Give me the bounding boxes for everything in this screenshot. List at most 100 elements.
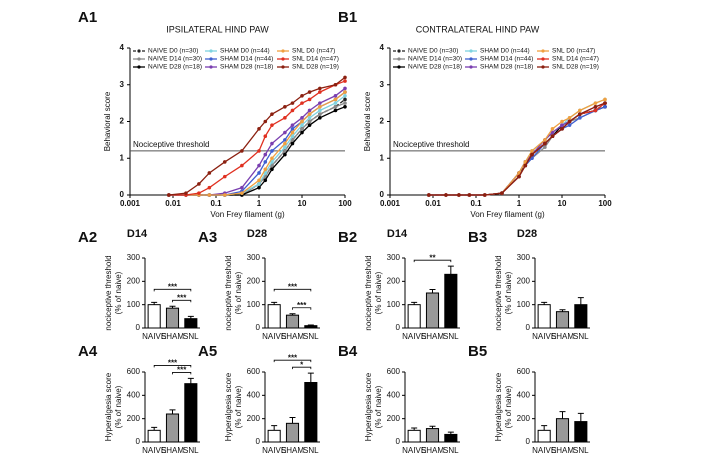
bar	[555, 311, 570, 329]
y-tick-label: 100	[517, 300, 531, 309]
point	[500, 191, 504, 195]
point	[222, 160, 227, 164]
x-tick-label: SNL	[443, 446, 459, 455]
x-tick-label: NAIVE	[262, 446, 286, 455]
point	[290, 123, 295, 127]
error-bar	[541, 301, 548, 305]
y-axis-label: Hyperalgesia score	[104, 372, 113, 441]
x-tick-label: SHAM	[281, 446, 304, 455]
legend-marker	[469, 49, 473, 53]
point	[290, 127, 295, 131]
legend-label: NAIVE D0 (n=30)	[148, 48, 198, 55]
y-tick-label: 0	[396, 437, 401, 446]
bar	[574, 304, 588, 329]
legend-marker	[137, 65, 141, 69]
x-axis-label: Von Frey filament (g)	[470, 210, 545, 219]
y-axis-label: (% of naive)	[504, 271, 513, 314]
point	[427, 193, 431, 197]
point	[307, 90, 312, 94]
bar	[147, 429, 161, 443]
point	[300, 101, 304, 105]
panel-label: B3	[468, 229, 487, 246]
point	[603, 105, 607, 109]
significance-bracket	[273, 288, 312, 292]
point	[523, 160, 528, 164]
error-bar	[151, 426, 158, 431]
point	[593, 105, 598, 109]
x-tick-label: SNL	[303, 446, 319, 455]
point	[257, 171, 261, 175]
y-tick-label: 600	[247, 367, 261, 376]
significance-bracket	[273, 359, 312, 363]
x-tick-label: 0.01	[425, 199, 441, 208]
point	[517, 174, 521, 179]
y-axis-label: Hyperalgesia score	[364, 372, 373, 441]
bar	[285, 314, 300, 329]
point	[290, 134, 295, 138]
point	[343, 101, 347, 105]
y-tick-label: 200	[127, 276, 141, 285]
y-axis-label: (% of naive)	[234, 271, 243, 314]
point	[257, 149, 261, 153]
x-tick-label: 100	[338, 199, 352, 208]
legend-label: SHAM D28 (n=18)	[480, 64, 533, 71]
legend-marker	[209, 49, 213, 53]
point	[343, 79, 347, 83]
point	[343, 97, 347, 102]
y-axis-label: nociceptive threshold	[224, 255, 233, 330]
point	[343, 90, 347, 94]
error-bar	[577, 412, 584, 422]
significance-bracket	[413, 259, 452, 263]
point	[530, 156, 534, 161]
point	[578, 116, 582, 120]
point	[270, 149, 274, 153]
point	[333, 93, 338, 98]
bar	[444, 273, 458, 329]
legend-label: SNL D28 (n=19)	[552, 64, 599, 71]
x-tick-label: NAIVE	[142, 332, 166, 341]
point	[567, 123, 572, 127]
legend-label: NAIVE D28 (n=18)	[408, 64, 462, 71]
x-tick-label: SNL	[303, 332, 319, 341]
legend-label: NAIVE D0 (n=30)	[408, 48, 458, 55]
bar	[444, 433, 458, 443]
panel-label: A1	[78, 9, 97, 26]
significance-bracket	[292, 366, 312, 370]
point	[197, 191, 201, 195]
legend-marker	[209, 65, 213, 69]
legend-marker	[137, 57, 141, 61]
point	[222, 193, 227, 197]
bar	[147, 304, 161, 329]
legend-marker	[469, 65, 473, 69]
y-tick-label: 400	[517, 390, 531, 399]
bar	[184, 383, 198, 443]
x-tick-label: NAIVE	[532, 446, 556, 455]
y-tick-label: 600	[517, 367, 531, 376]
y-tick-label: 3	[380, 80, 385, 89]
error-bar	[559, 411, 566, 419]
y-tick-label: 300	[517, 253, 531, 262]
point	[240, 149, 244, 153]
x-tick-label: SNL	[183, 446, 199, 455]
panel-label: A2	[78, 229, 97, 246]
legend-label: NAIVE D28 (n=18)	[148, 64, 202, 71]
point	[257, 163, 261, 168]
point	[184, 191, 188, 195]
point	[333, 101, 338, 105]
x-tick-label: 0.01	[165, 199, 181, 208]
point	[257, 182, 261, 186]
point	[307, 108, 312, 113]
point	[257, 178, 261, 183]
y-tick-label: 300	[247, 253, 261, 262]
point	[167, 193, 171, 197]
point	[457, 193, 461, 197]
point	[482, 193, 487, 197]
point	[543, 141, 547, 146]
y-axis-label: nociceptive threshold	[364, 255, 373, 330]
bar	[304, 325, 318, 329]
x-tick-label: SHAM	[161, 332, 184, 341]
x-tick-label: NAIVE	[142, 446, 166, 455]
y-tick-label: 200	[387, 414, 401, 423]
significance-bracket	[172, 372, 192, 375]
point	[307, 119, 312, 124]
